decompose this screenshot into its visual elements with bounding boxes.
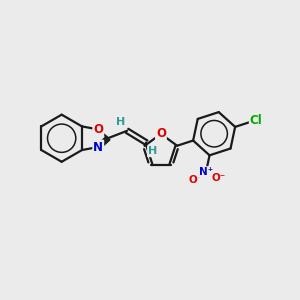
- Text: O⁻: O⁻: [211, 173, 225, 183]
- Text: O: O: [188, 175, 197, 185]
- Text: N⁺: N⁺: [199, 167, 213, 177]
- Text: H: H: [116, 117, 125, 127]
- Text: O: O: [156, 128, 166, 140]
- Text: Cl: Cl: [250, 114, 262, 127]
- Text: N: N: [93, 141, 103, 154]
- Text: O: O: [93, 123, 103, 136]
- Text: H: H: [148, 146, 157, 156]
